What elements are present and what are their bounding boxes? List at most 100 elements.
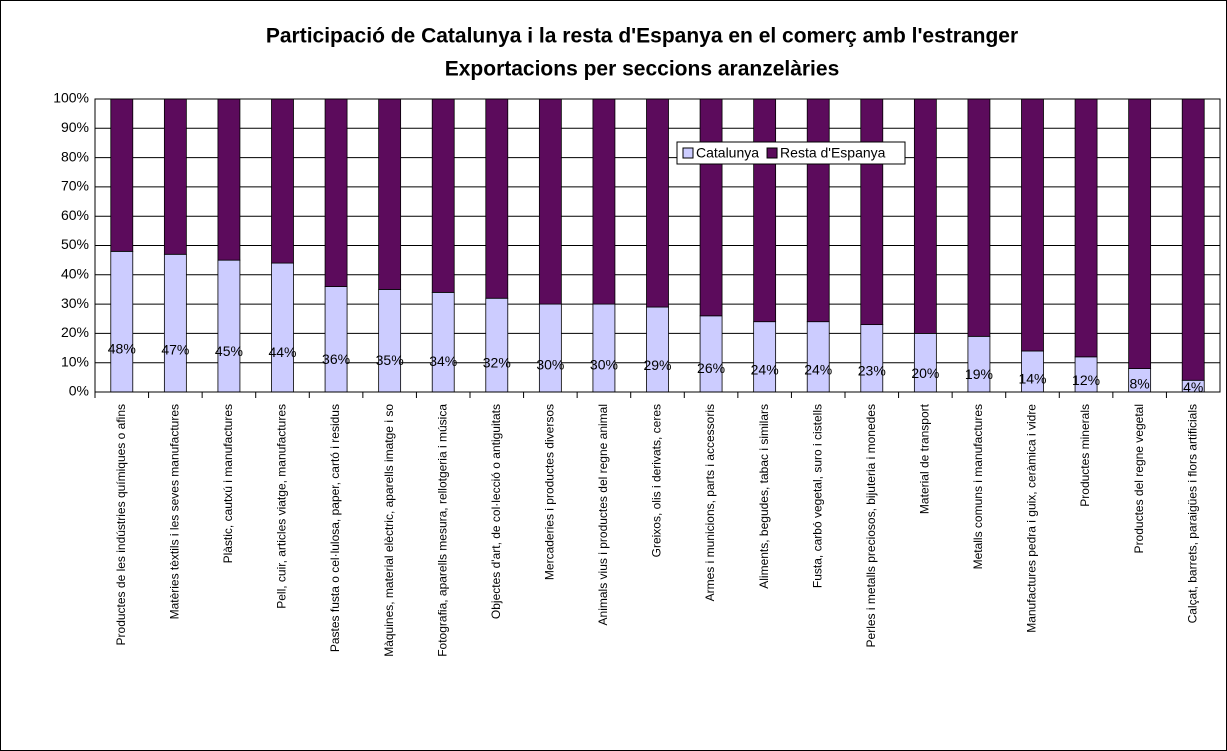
data-label: 48% [108,341,136,357]
legend-label: Resta d'Espanya [780,145,886,161]
x-tick-label: Productes del regne vegetal [1132,404,1146,553]
data-label: 14% [1018,370,1046,386]
bar-segment [271,98,294,264]
bar-segment [1181,98,1205,381]
bar-segment [378,289,402,393]
y-tick-label: 0% [69,383,89,399]
x-tick-label: Pastes fusta o cel·lulosa, paper, cartó … [328,404,342,652]
x-tick-label: Fotografia, aparells mesura, rellotgeria… [435,404,449,657]
bar-segment [324,98,348,287]
x-tick-label: Plàstic, cautxú i manufactures [221,404,235,563]
bar-segment [913,98,937,334]
bar-segment [163,253,187,393]
legend-box [676,141,906,165]
bar-segment [271,262,294,393]
data-label: 34% [429,353,457,369]
bar-segment [324,286,348,393]
x-tick-label: Matèries tèxtils i les seves manufacture… [168,404,182,619]
bar-segment [699,315,723,393]
data-label: 24% [804,362,832,378]
y-tick-label: 70% [61,178,89,194]
data-label: 30% [590,356,618,372]
x-tick-label: Mercaderies i productes diversos [543,404,557,580]
bar-segment [431,98,455,293]
y-tick-label: 50% [61,236,89,252]
x-tick-label: Màquines, material elèctric, aparells im… [382,404,396,657]
data-label: 35% [376,352,404,368]
y-tick-label: 90% [61,119,89,135]
x-tick-label: Fusta, carbó vegetal, suro i cistells [810,404,824,588]
bar-segment [753,321,777,393]
data-label: 36% [322,351,350,367]
x-tick-label: Pell, cuir, articles viatge, manufacture… [275,404,289,609]
bar-segment [431,291,455,393]
data-label: 12% [1072,372,1100,388]
y-tick-label: 30% [61,295,89,311]
plot-border [94,98,1221,393]
chart-subtitle: Exportacions per seccions aranzelàries [445,58,840,81]
bar-segment [378,98,402,290]
legend-label: Catalunya [696,145,759,161]
bar-segment [110,250,134,393]
bar-segment [592,303,616,393]
data-label: 24% [751,362,779,378]
bar-segment [967,98,991,337]
x-tick-label: Metalls comuns i manufactures [971,404,985,569]
data-label: 8% [1130,376,1150,392]
y-tick-label: 60% [61,207,89,223]
data-label: 47% [161,341,189,357]
legend-swatch [766,147,778,159]
bar-segment [860,98,884,326]
bar-segment [163,98,187,255]
y-tick-label: 20% [61,324,89,340]
data-label: 45% [215,343,243,359]
x-tick-label: Animals vius i productes del regne anima… [596,404,610,625]
data-label: 23% [858,362,886,378]
legend: Catalunya Resta d'Espanya [676,141,906,165]
x-tick-label: Armes i municions, parts i accessoris [703,404,717,601]
bar-segment [1074,98,1098,358]
bar-segment [646,306,669,393]
bar-segment [699,98,723,317]
data-label: 29% [643,357,671,373]
bar-segment [806,321,830,393]
x-tick-label: Aliments, begudes, tabac i similars [757,404,771,589]
chart-title: Participació de Catalunya i la resta d'E… [266,25,1018,48]
y-tick-label: 100% [53,90,89,106]
x-tick-label: Material de transport [918,403,932,514]
data-label: 19% [965,366,993,382]
y-tick-label: 40% [61,266,89,282]
bar-segment [860,324,884,393]
x-tick-label: Manufactures pedra i guix, ceràmica i vi… [1025,404,1039,633]
bar-segment [110,98,134,252]
data-label: 20% [911,365,939,381]
data-label: 4% [1183,379,1203,395]
bar-segment [217,98,241,261]
bar-segment [485,297,509,393]
x-tick-label: Perles i metalls preciosos, bijuteria i … [864,404,878,647]
x-tick-label: Greixos, olis i derivats, ceres [650,404,664,557]
x-tick-label: Productes minerals [1078,404,1092,507]
bar-segment [217,259,241,393]
data-label: 32% [483,355,511,371]
bar-segment [538,98,562,305]
x-tick-label: Calçat, barrets, paraigües i flors artif… [1185,404,1199,623]
bar-segment [646,98,669,308]
bar-segment [967,335,991,393]
data-label: 30% [536,356,564,372]
bar-segment [1128,98,1152,369]
x-tick-label: Productes de les indústries químiques o … [114,404,128,645]
bar-segment [1021,98,1044,352]
bar-segment [753,98,777,323]
bar-segment [485,98,509,299]
bar-segment [592,98,616,305]
bar-segment [913,332,937,393]
x-tick-label: Objectes d'art, de col·lecció o antiguit… [489,404,503,619]
bar-segment [806,98,830,323]
legend-swatch [682,147,694,159]
y-tick-label: 80% [61,148,89,164]
y-tick-label: 10% [61,353,89,369]
data-label: 26% [697,360,725,376]
